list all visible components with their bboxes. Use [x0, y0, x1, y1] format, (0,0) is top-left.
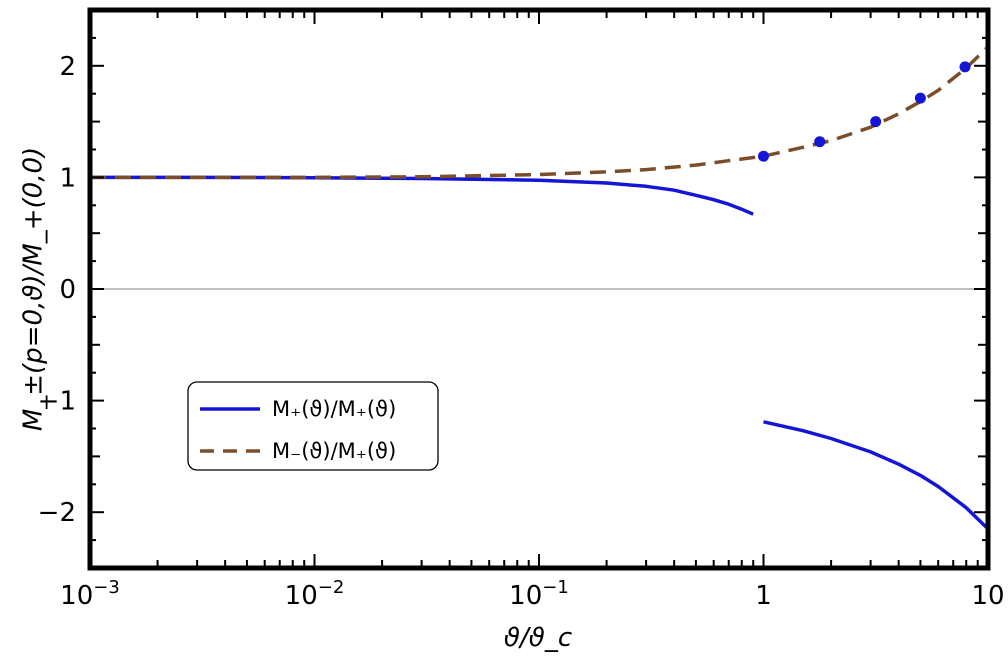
y-tick-label: −1 — [38, 387, 76, 417]
legend-label-series-1: M₊(ϑ)/M₊(ϑ) — [272, 397, 396, 421]
x-tick-label: 10−3 — [60, 577, 120, 611]
y-axis-title-group: M_±(p=0,ϑ)/M_+(0,0) — [19, 147, 49, 431]
y-axis-title: M_±(p=0,ϑ)/M_+(0,0) — [19, 147, 49, 431]
data-point-marker — [870, 116, 882, 128]
x-tick-label: 1 — [755, 581, 772, 611]
legend-label-series-2: M₋(ϑ)/M₊(ϑ) — [272, 439, 396, 463]
series-1-segment-1 — [90, 175, 754, 216]
y-tick-label: −2 — [38, 498, 76, 528]
legend: M₊(ϑ)/M₊(ϑ) M₋(ϑ)/M₊(ϑ) — [187, 381, 439, 471]
tick-layer — [89, 9, 988, 569]
data-point-marker — [959, 61, 971, 73]
data-point-marker — [758, 150, 769, 162]
legend-box — [187, 381, 439, 471]
data-point-marker — [914, 92, 926, 104]
y-tick-label: 2 — [59, 52, 76, 82]
series-layer — [90, 45, 988, 531]
x-tick-label: 10 — [971, 581, 1004, 611]
x-tick-label: 10−1 — [509, 577, 569, 611]
x-tick-label: 10−2 — [285, 577, 345, 611]
marker-layer — [758, 61, 971, 162]
y-tick-label: 1 — [59, 163, 76, 193]
series-1-segment-2 — [763, 420, 988, 531]
data-point-marker — [814, 136, 826, 148]
y-tick-label: 0 — [59, 275, 76, 305]
x-axis-title: ϑ/ϑ_c — [504, 623, 572, 653]
series-2-segment-1 — [90, 45, 988, 180]
